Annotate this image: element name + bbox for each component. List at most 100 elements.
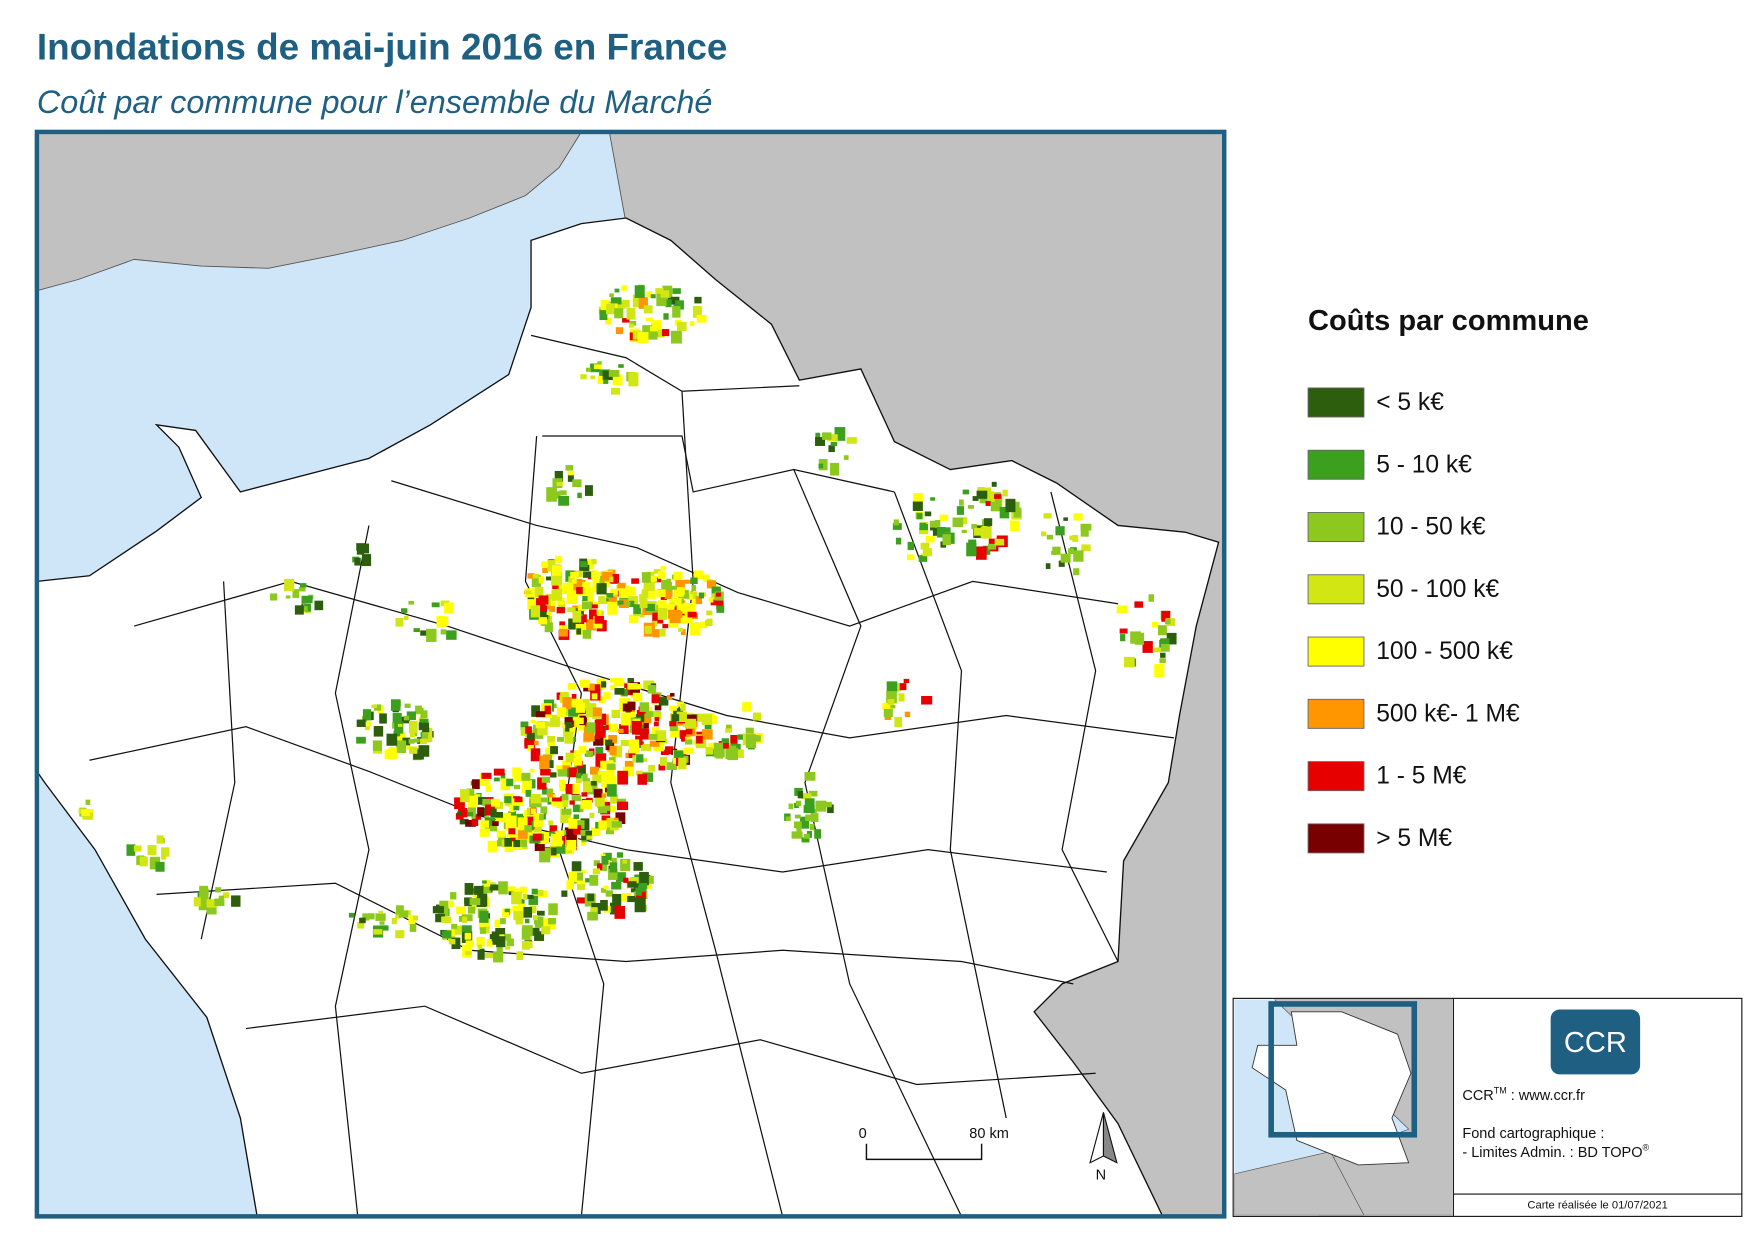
commune-patch [745,727,754,738]
commune-patch [505,934,512,941]
commune-patch [285,595,291,599]
commune-patch [464,932,472,940]
commune-patch [614,905,626,919]
commune-patch [683,579,689,584]
commune-patch [582,699,590,707]
commune-patch [586,722,596,733]
commune-patch [961,517,968,525]
commune-patch [526,807,534,816]
commune-patch [222,892,230,899]
commune-patch [587,750,594,756]
commune-patch [561,793,569,802]
commune-patch [632,684,642,690]
commune-patch [576,772,582,779]
commune-patch [606,817,614,828]
commune-patch [592,684,601,696]
commune-patch [571,795,582,802]
commune-patch [1046,534,1054,540]
commune-patch [532,574,540,579]
commune-patch [586,835,593,840]
commune-patch [698,592,705,599]
commune-patch [582,571,591,578]
commune-patch [1166,632,1177,645]
scale-start: 0 [859,1126,867,1142]
commune-patch [605,317,612,325]
commune-patch [561,890,568,897]
commune-patch [546,788,553,796]
commune-patch [359,917,366,924]
commune-patch [551,565,562,576]
commune-patch [918,527,929,535]
commune-patch [827,804,834,814]
commune-patch [635,887,643,896]
commune-patch [536,910,545,916]
commune-patch [639,871,649,886]
commune-patch [525,789,532,797]
commune-patch [652,610,664,624]
commune-patch [600,681,607,688]
commune-patch [504,908,510,915]
commune-patch [580,830,586,836]
commune-patch [672,611,683,618]
commune-patch [661,579,671,591]
commune-patch [913,493,923,507]
commune-patch [804,798,815,811]
commune-patch [633,862,643,871]
commune-patch [569,800,575,805]
commune-patch [683,594,690,599]
commune-patch [397,723,403,727]
commune-patch [673,571,683,581]
commune-patch [408,600,415,605]
commune-patch [653,711,662,720]
commune-patch [843,455,849,460]
commune-patch [528,895,539,905]
commune-patch [362,913,370,921]
commune-patch [512,839,521,848]
commune-patch [542,567,549,573]
commune-patch [522,845,528,850]
commune-patch [822,432,832,440]
commune-patch [785,816,791,821]
commune-patch [590,375,595,380]
commune-patch [529,768,535,773]
commune-patch [903,678,910,684]
commune-patch [576,628,582,635]
commune-patch [565,784,576,795]
commune-patch [547,560,556,572]
commune-patch [556,765,563,772]
commune-patch [475,814,481,820]
commune-patch [548,820,554,826]
commune-patch [448,938,456,945]
commune-patch [408,915,416,925]
commune-patch [198,896,209,911]
commune-patch [597,375,605,385]
commune-patch [1041,531,1047,537]
legend-label: < 5 k€ [1376,389,1444,416]
site-name: CCR [1462,1088,1493,1104]
commune-patch [622,859,628,864]
commune-patch [628,323,634,328]
commune-patch [231,895,241,907]
commune-patch [593,364,602,370]
commune-patch [627,683,638,690]
commune-patch [830,462,840,476]
commune-patch [1080,523,1092,531]
commune-patch [610,685,616,690]
commune-patch [613,677,624,687]
commune-patch [660,757,668,766]
commune-patch [683,747,694,754]
commune-patch [715,592,722,597]
commune-patch [550,833,563,847]
commune-patch [631,720,642,735]
commune-patch [568,871,577,883]
commune-patch [701,729,713,740]
legend-title: Coûts par commune [1308,305,1589,337]
commune-patch [1055,526,1065,536]
commune-patch [1081,544,1091,552]
commune-patch [609,678,615,683]
commune-patch [559,490,567,496]
commune-patch [576,897,587,904]
commune-patch [537,620,544,624]
commune-patch [809,823,815,831]
commune-patch [632,692,643,701]
